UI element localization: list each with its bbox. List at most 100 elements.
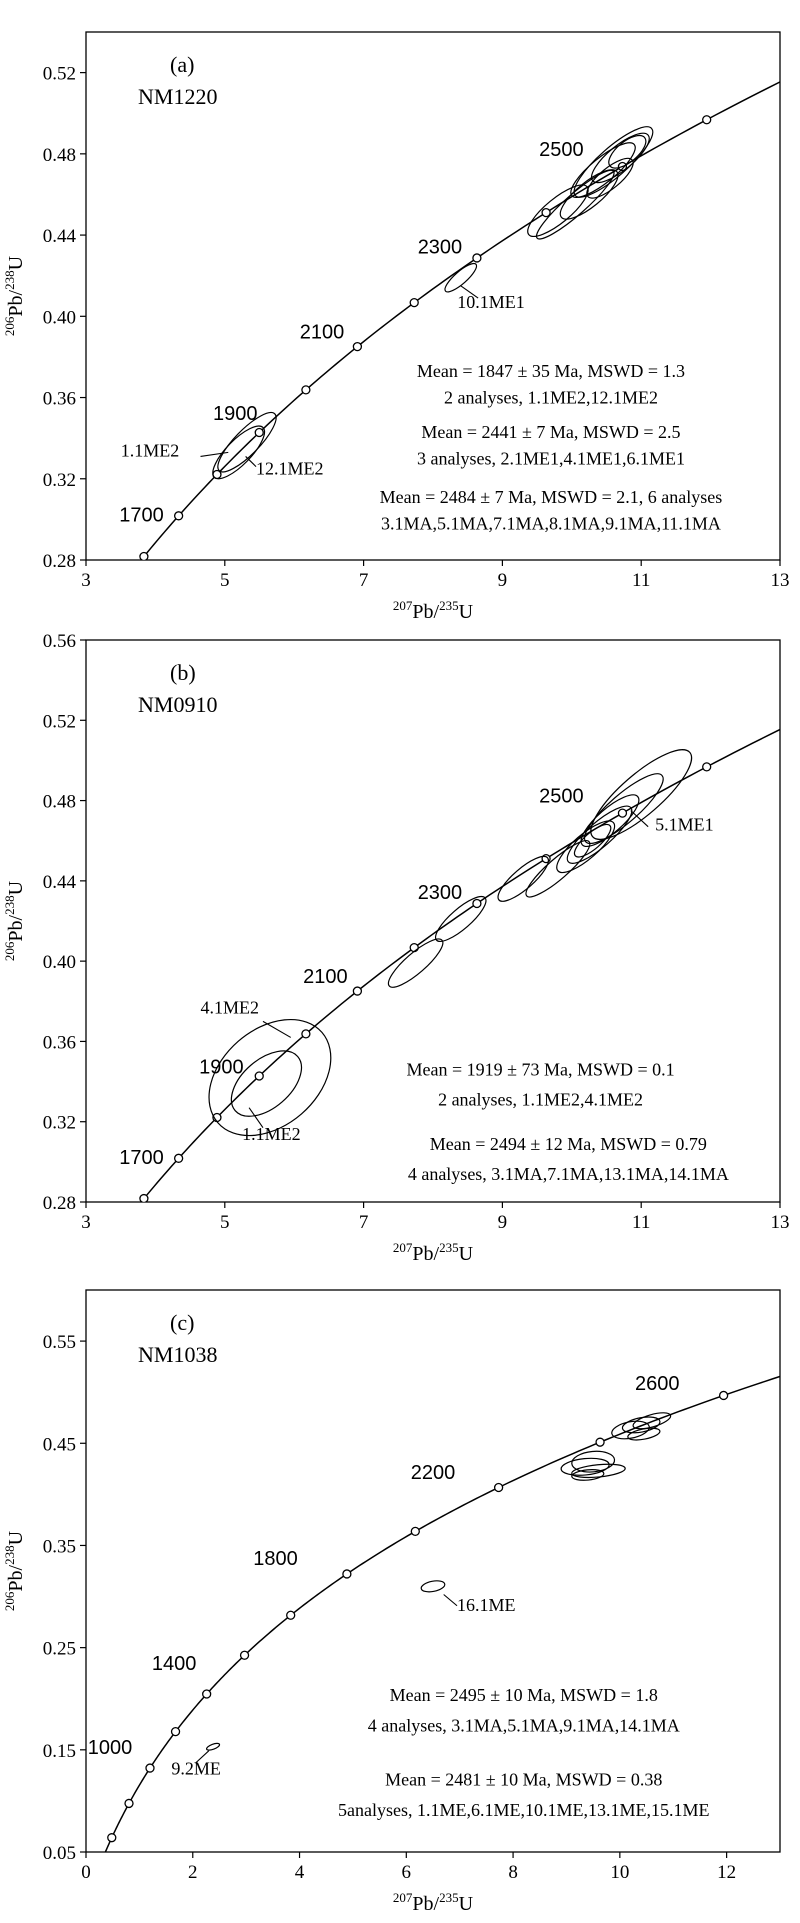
y-axis-label-post: U: [5, 1530, 27, 1545]
x-axis-label-post: U: [459, 1893, 474, 1915]
error-ellipse: [608, 134, 647, 169]
mean-age-text: Mean = 1847 ± 35 Ma, MSWD = 1.3: [417, 361, 685, 381]
concordia-age-marker: [254, 1071, 264, 1081]
analysis-label: 5.1ME1: [655, 815, 714, 835]
x-axis-label: 207Pb/235U: [393, 1890, 474, 1915]
mean-age-text: 2 analyses, 1.1ME2,12.1ME2: [444, 388, 658, 408]
error-ellipse: [208, 1018, 332, 1137]
plot-frame: [85, 31, 781, 561]
y-axis-label-top: 206: [2, 316, 17, 336]
y-tick-label: 0.56: [43, 631, 76, 652]
error-ellipse: [571, 1450, 616, 1473]
panel-1: 3 5 7 9 11 130.280.320.360.400.440.480.52207P…: [2, 31, 790, 623]
error-ellipse: [556, 820, 616, 874]
concordia-age-label: 2600: [635, 1373, 680, 1395]
sample-name: NM0910: [138, 692, 217, 717]
analysis-label: 4.1ME2: [201, 997, 260, 1017]
mean-age-text: Mean = 2441 ± 7 Ma, MSWD = 2.5: [421, 422, 680, 442]
error-ellipse: [497, 855, 549, 902]
error-ellipse: [205, 1742, 221, 1751]
error-ellipse: [444, 262, 478, 293]
x-tick-label: 12: [717, 1862, 736, 1883]
concordia-age-marker: [124, 1798, 134, 1809]
mean-age-text: Mean = 2481 ± 10 Ma, MSWD = 0.38: [385, 1770, 662, 1790]
y-axis-label-pre: Pb/: [5, 289, 27, 316]
y-axis-label: 206Pb/238U: [2, 255, 27, 336]
x-tick-label: 7: [359, 1212, 369, 1233]
x-axis-label-post: U: [459, 601, 474, 623]
error-ellipse: [571, 1469, 605, 1481]
y-axis-label-mid: 238: [2, 270, 17, 290]
concordia-age-label: 1000: [88, 1737, 133, 1759]
analysis-label: 1.1ME2: [121, 440, 180, 460]
y-axis-label-pre: Pb/: [5, 914, 27, 941]
concordia-age-marker: [342, 1569, 352, 1579]
concordia-age-marker: [410, 1526, 420, 1537]
x-axis-label-mid: 235: [439, 1240, 459, 1255]
error-ellipse: [527, 184, 589, 237]
error-ellipse: [573, 126, 654, 198]
annotation-leader: [195, 1750, 210, 1764]
concordia-age-marker: [493, 1482, 504, 1493]
y-axis-label-text: 206Pb/238U: [2, 1530, 27, 1611]
error-ellipse: [525, 840, 591, 898]
x-tick-label: 3: [81, 1212, 91, 1233]
panel-label: (a): [170, 52, 194, 77]
concordia-age-marker: [472, 253, 482, 263]
concordia-age-marker: [254, 427, 264, 438]
error-ellipse: [586, 157, 634, 199]
error-ellipse: [217, 411, 277, 473]
mean-age-text: 4 analyses, 3.1MA,7.1MA,13.1MA,14.1MA: [408, 1164, 729, 1184]
error-ellipse: [571, 1463, 626, 1479]
x-tick-label: 9: [498, 570, 508, 591]
error-ellipse: [621, 1416, 661, 1434]
panel-3: 0 2 4 6 8 10 120.050.150.250.350.450.55207Pb/2…: [2, 1289, 781, 1915]
x-tick-label: 11: [632, 570, 650, 591]
x-axis-label-pre: Pb/: [412, 601, 439, 623]
y-axis-label-text: 206Pb/238U: [2, 255, 27, 336]
annotation-leader: [262, 1020, 292, 1038]
concordia-age-label: 1900: [213, 403, 258, 425]
concordia-age-label: 1400: [152, 1653, 197, 1675]
concordia-age-marker: [301, 385, 311, 395]
y-axis-label-top: 206: [2, 941, 17, 961]
concordia-age-label: 1800: [253, 1548, 298, 1570]
y-tick-label: 0.28: [43, 551, 76, 572]
annotation-leader: [460, 285, 479, 299]
concordia-age-marker: [352, 341, 363, 352]
x-tick-label: 5: [220, 1212, 230, 1233]
x-axis-label-text: 207Pb/235U: [393, 1890, 474, 1915]
mean-age-text: 3 analyses, 2.1ME1,4.1ME1,6.1ME1: [417, 449, 685, 469]
annotation-leader: [200, 451, 229, 457]
concordia-age-marker: [541, 207, 551, 218]
concordia-age-marker: [173, 1153, 184, 1163]
y-tick-label: 0.52: [43, 64, 76, 85]
error-ellipse: [573, 823, 612, 858]
y-axis-label: 206Pb/238U: [2, 1530, 27, 1611]
x-axis-label-mid: 235: [439, 1890, 459, 1905]
plot-area: [139, 728, 780, 1202]
y-tick-label: 0.32: [43, 470, 76, 491]
y-tick-label: 0.55: [43, 1332, 76, 1353]
plot-area: [104, 1375, 780, 1852]
y-tick-label: 0.48: [43, 792, 76, 813]
y-tick-label: 0.40: [43, 952, 76, 973]
concordia-age-label: 2500: [539, 786, 584, 808]
plot-frame: [85, 1289, 781, 1853]
error-ellipse: [434, 895, 487, 942]
analysis-label: 12.1ME2: [256, 459, 324, 479]
y-axis-label-post: U: [5, 880, 27, 895]
y-axis-label-pre: Pb/: [5, 1564, 27, 1591]
y-tick-label: 0.48: [43, 145, 76, 166]
concordia-age-label: 1700: [119, 504, 164, 526]
x-tick-label: 6: [402, 1862, 412, 1883]
concordia-age-marker: [595, 1437, 605, 1447]
x-axis-label-text: 207Pb/235U: [393, 598, 474, 623]
x-axis-label: 207Pb/235U: [393, 598, 474, 623]
sample-name: NM1220: [138, 84, 217, 109]
error-ellipse: [230, 1050, 303, 1117]
concordia-age-marker: [107, 1833, 117, 1843]
y-axis-label-post: U: [5, 255, 27, 270]
concordia-age-marker: [239, 1650, 250, 1660]
